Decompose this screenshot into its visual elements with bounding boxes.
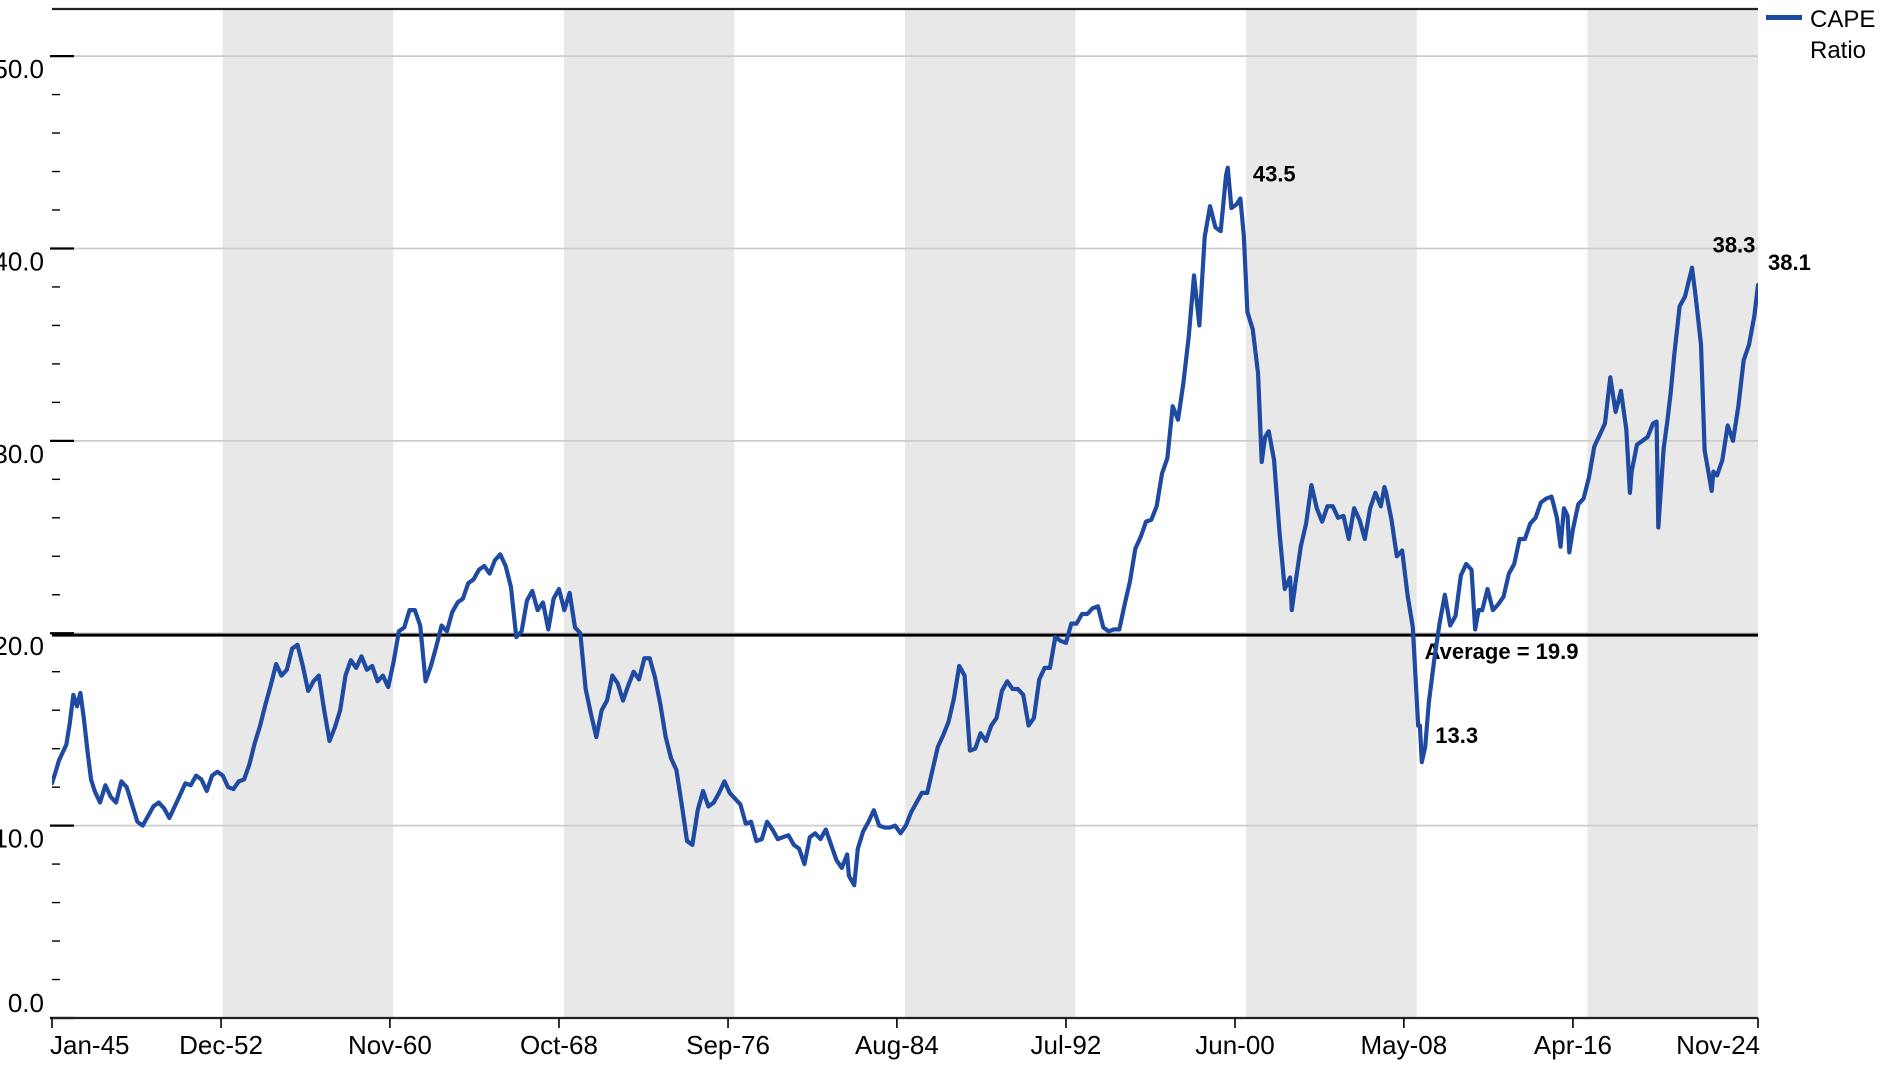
svg-text:Jul-92: Jul-92 [1031,1030,1102,1060]
legend-line2: Ratio [1766,35,1875,66]
svg-text:Nov-60: Nov-60 [348,1030,432,1060]
svg-text:Aug-84: Aug-84 [855,1030,939,1060]
svg-text:Jan-45: Jan-45 [50,1030,130,1060]
cape-ratio-line-chart: Average = 19.90.010.020.030.040.050.0Jan… [52,8,1828,1069]
svg-text:Sep-76: Sep-76 [686,1030,770,1060]
svg-text:May-08: May-08 [1361,1030,1448,1060]
svg-text:Dec-52: Dec-52 [179,1030,263,1060]
svg-text:50.0: 50.0 [0,54,44,84]
legend-swatch [1766,15,1802,20]
svg-text:10.0: 10.0 [0,824,44,854]
svg-text:30.0: 30.0 [0,439,44,469]
legend-row: CAPE [1766,4,1875,35]
legend-line1: CAPE [1810,6,1875,33]
svg-text:Nov-24: Nov-24 [1676,1030,1760,1060]
svg-text:40.0: 40.0 [0,246,44,276]
svg-text:43.5: 43.5 [1253,162,1296,187]
svg-text:0.0: 0.0 [8,988,44,1018]
svg-text:20.0: 20.0 [0,631,44,661]
chart-container: Average = 19.9 0.0 10.0 20.0 30.0 40.0 50.0 Jan… [0,0,1884,1069]
legend: CAPE Ratio [1766,4,1875,66]
svg-text:Jun-00: Jun-00 [1195,1030,1275,1060]
svg-text:38.3: 38.3 [1713,232,1756,257]
svg-text:Average = 19.9: Average = 19.9 [1425,639,1579,664]
svg-text:Apr-16: Apr-16 [1534,1030,1612,1060]
svg-text:13.3: 13.3 [1435,723,1478,748]
svg-text:Oct-68: Oct-68 [520,1030,598,1060]
svg-text:38.1: 38.1 [1768,250,1811,275]
